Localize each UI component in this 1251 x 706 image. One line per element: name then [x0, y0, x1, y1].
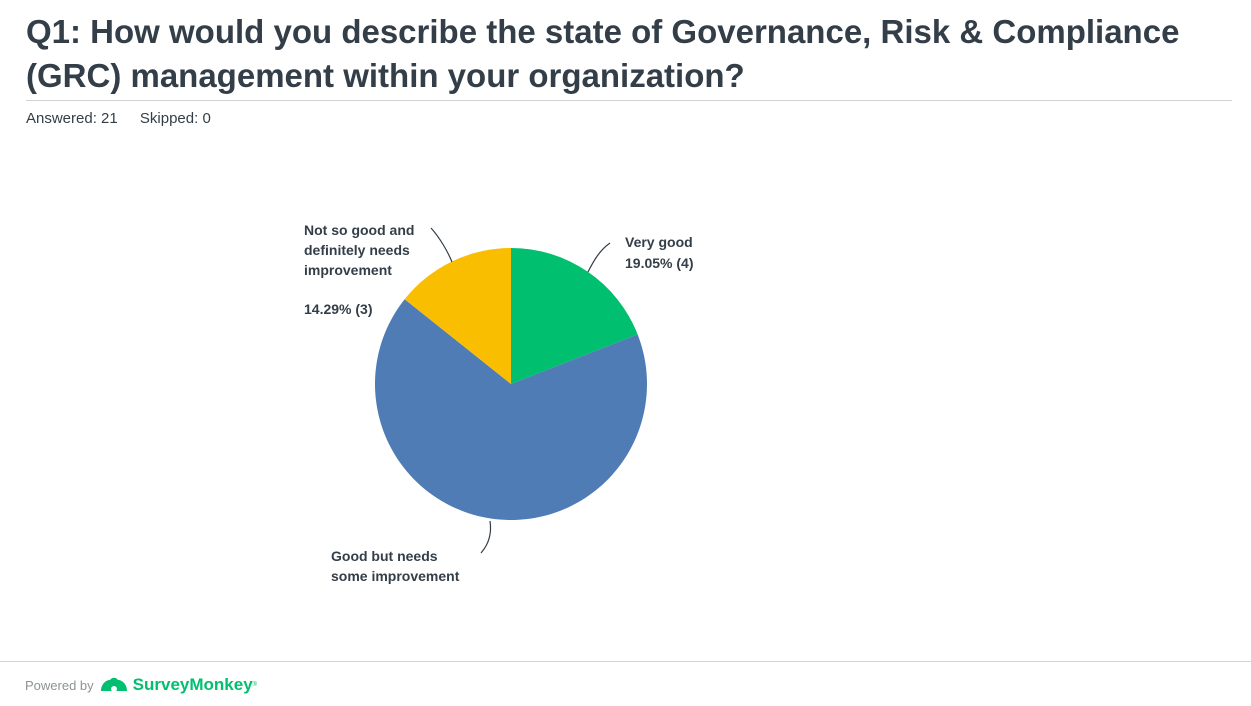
label-very-good: Very good 19.05% (4) — [625, 234, 697, 271]
slice-good-but-needs — [375, 299, 647, 520]
slice-very-good — [511, 248, 638, 384]
answered-count: Answered: 21 — [26, 110, 118, 127]
label-very-good-text: Very good — [625, 234, 693, 250]
label-not-so-good-value: 14.29% (3) — [304, 301, 372, 317]
pie-leader-lines — [430, 227, 611, 554]
title-divider — [26, 100, 1232, 101]
trademark-mark: ® — [252, 682, 258, 688]
leader-not-so-good — [430, 227, 453, 263]
label-not-so-good-line2: definitely needs — [304, 242, 410, 258]
footer: Powered by SurveyMonkey ® — [25, 673, 257, 697]
surveymonkey-logo-icon[interactable] — [99, 675, 129, 695]
surveymonkey-brand[interactable]: SurveyMonkey — [132, 675, 253, 694]
label-very-good-value: 19.05% (4) — [625, 255, 693, 271]
skipped-count: Skipped: 0 — [139, 110, 211, 127]
footer-divider — [0, 661, 1251, 662]
question-title: Q1: How would you describe the state of … — [26, 13, 1180, 94]
label-not-so-good-line1: Not so good and — [304, 222, 414, 238]
label-good-line2: some improvement — [331, 568, 460, 584]
label-good-but-needs: Good but needs some improvement — [331, 548, 460, 584]
label-not-so-good: Not so good and definitely needs improve… — [304, 222, 418, 317]
leader-good-but-needs — [480, 520, 492, 554]
pie-slices — [375, 248, 647, 520]
response-stats: Answered: 21 Skipped: 0 — [26, 110, 229, 127]
label-good-line1: Good but needs — [331, 548, 438, 564]
label-not-so-good-line3: improvement — [304, 262, 392, 278]
powered-by-text: Powered by — [25, 677, 94, 693]
leader-very-good — [587, 242, 611, 273]
slice-not-so-good — [404, 248, 511, 384]
